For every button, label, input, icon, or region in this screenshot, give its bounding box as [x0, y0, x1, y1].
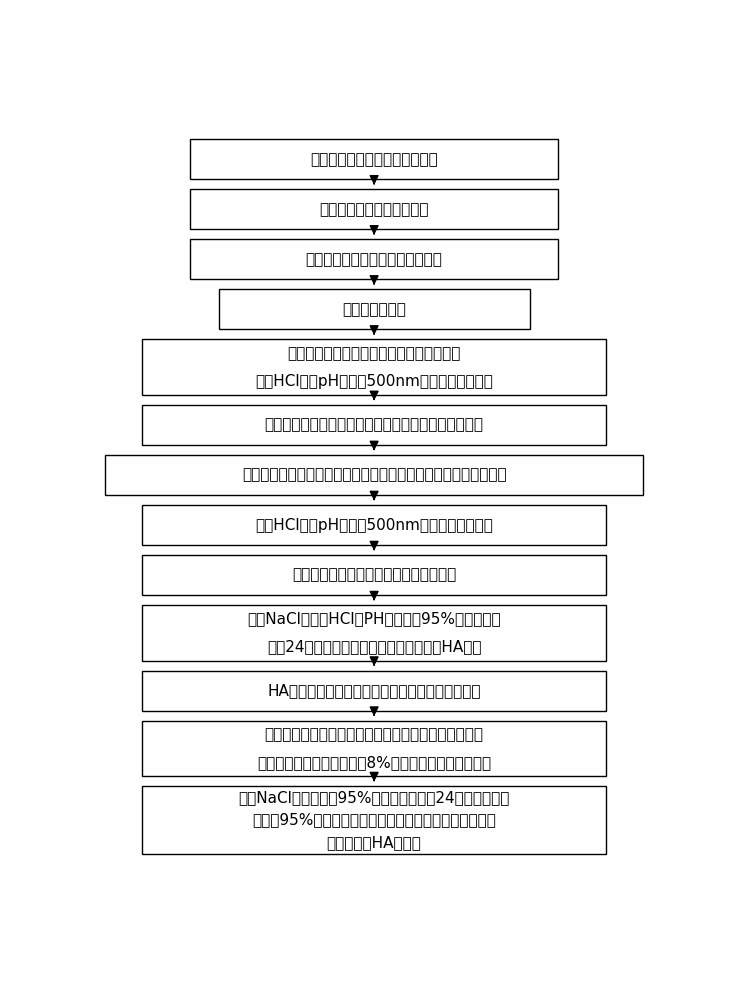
Bar	[142, 505, 606, 545]
Bar	[105, 455, 643, 495]
Text: 到透明质酸HA精品。: 到透明质酸HA精品。	[327, 835, 421, 850]
Bar	[142, 405, 606, 445]
Bar	[191, 139, 558, 179]
Text: 滴入HCl，调pH値，用500nm孔径的陶瓷膜过滤: 滴入HCl，调pH値，用500nm孔径的陶瓷膜过滤	[255, 374, 493, 389]
Text: 依次用95%乙醇、无水乙醇洗涤产品各一次进行醇沉，得: 依次用95%乙醇、无水乙醇洗涤产品各一次进行醇沉，得	[252, 812, 496, 827]
Bar	[191, 189, 558, 229]
Bar	[142, 721, 606, 776]
Bar	[142, 555, 606, 595]
Text: 滴入NaCl溶液，加入95%乙醇洗脱，静罒24小时，抗滤，: 滴入NaCl溶液，加入95%乙醇洗脱，静罒24小时，抗滤，	[239, 790, 510, 805]
Text: 滴入HCl，调pH値，用500nm孔径的陶瓷膜过滤: 滴入HCl，调pH値，用500nm孔径的陶瓷膜过滤	[255, 518, 493, 533]
Text: HA粗品中加水，同时加入高岭土，加热脱色，离心: HA粗品中加水，同时加入高岭土，加热脱色，离心	[267, 683, 481, 698]
Text: 三氯醋酸饱和溶液浓度达到8%，静置、离心，取上清液: 三氯醋酸饱和溶液浓度达到8%，静置、离心，取上清液	[257, 755, 491, 770]
Bar	[191, 239, 558, 279]
Bar	[142, 605, 606, 661]
Bar	[218, 289, 530, 329]
Text: 在碱性条件下，加入胃蛋白酶，得到酶解液，将其离心，取上清液: 在碱性条件下，加入胃蛋白酶，得到酶解液，将其离心，取上清液	[242, 467, 507, 482]
Text: 过滤后的溶液和过滤后的残渣洗涤液混合，得到截留液: 过滤后的溶液和过滤后的残渣洗涤液混合，得到截留液	[264, 417, 483, 432]
Text: 静罒24小时，离心，干燥，得到透明质酸HA粗品: 静罒24小时，离心，干燥，得到透明质酸HA粗品	[267, 639, 481, 654]
Bar	[142, 339, 606, 395]
Text: 离心后的溶液和离心后的残渣洗涤液混合，: 离心后的溶液和离心后的残渣洗涤液混合，	[288, 346, 461, 361]
Bar	[142, 786, 606, 854]
Text: 高速组织捿碎机绞碎并匀浆: 高速组织捿碎机绞碎并匀浆	[320, 202, 429, 217]
Text: 滴入NaCl溶液，HCl调PH値，加入95%乙醇洗脱，: 滴入NaCl溶液，HCl调PH値，加入95%乙醇洗脱，	[247, 611, 501, 626]
Bar	[142, 671, 606, 711]
Text: 过滤后的溶液和过滤后的残渣洗涤液混合: 过滤后的溶液和过滤后的残渣洗涤液混合	[292, 568, 456, 583]
Text: 恒温磁力搅拌器加热、保温、自溶: 恒温磁力搅拌器加热、保温、自溶	[306, 252, 442, 267]
Text: 使用离心机离心: 使用离心机离心	[342, 302, 406, 317]
Text: 离心后的溶液和离心后的残渣洗涤液混合，冷却，加入: 离心后的溶液和离心后的残渣洗涤液混合，冷却，加入	[264, 727, 483, 742]
Text: 取油后的中国林蛙皮于水中浸泡: 取油后的中国林蛙皮于水中浸泡	[310, 152, 438, 167]
